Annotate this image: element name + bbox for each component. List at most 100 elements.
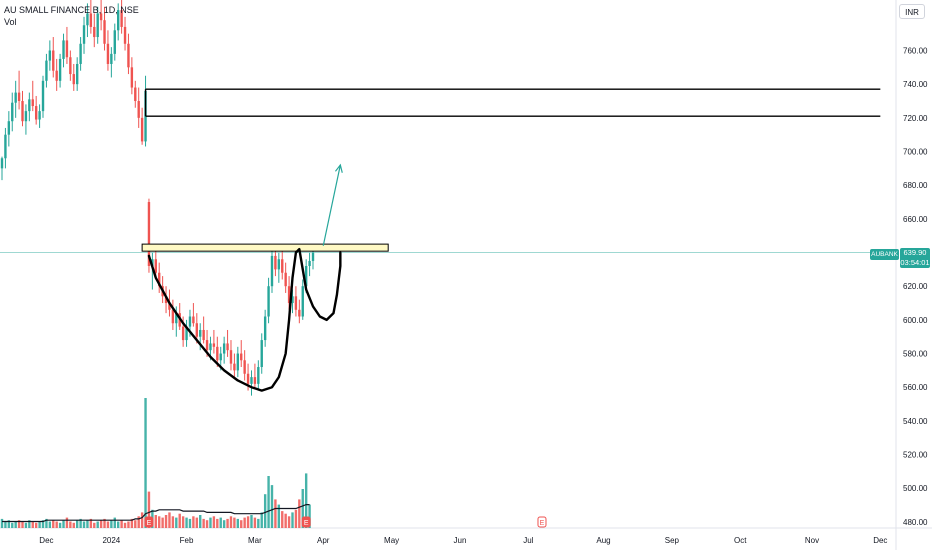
volume-bar <box>41 520 45 528</box>
candle-body <box>123 26 127 44</box>
volume-bar <box>291 512 294 528</box>
volume-bar <box>168 512 171 528</box>
volume-bar <box>287 516 291 528</box>
candle-body <box>226 343 229 351</box>
volume-bar <box>62 520 65 528</box>
y-tick-label: 520.00 <box>903 451 928 460</box>
volume-bar <box>127 521 130 528</box>
volume-bar <box>181 516 185 528</box>
chart-header: AU SMALL FINANCE B, 1D, NSE Vol <box>4 4 139 28</box>
volume-bar <box>267 476 270 528</box>
candle-body <box>24 111 28 122</box>
volume-bar <box>263 494 267 528</box>
volume-bar <box>212 516 216 528</box>
candle-body <box>41 80 45 112</box>
candle-body <box>99 13 103 21</box>
candle-body <box>199 329 202 337</box>
breakout-arrow-head <box>334 163 343 173</box>
volume-bar <box>4 521 7 528</box>
candle-body <box>287 286 291 304</box>
volume-bar <box>58 522 62 528</box>
volume-bar <box>45 518 48 528</box>
candle-body <box>240 353 243 361</box>
volume-bar <box>82 521 86 528</box>
earnings-marker-box <box>537 516 547 528</box>
earnings-marker-box <box>144 516 154 528</box>
earnings-marker[interactable]: E <box>537 516 547 528</box>
candle-body <box>11 102 14 122</box>
candle-body <box>158 272 161 287</box>
volume-bar <box>31 521 34 528</box>
volume-bar <box>240 520 243 528</box>
candle-body <box>253 377 257 384</box>
candle-body <box>216 346 219 361</box>
candle-body <box>267 286 270 317</box>
volume-bar <box>216 518 219 528</box>
symbol-title[interactable]: AU SMALL FINANCE B, 1D, NSE <box>4 5 139 15</box>
bar-countdown: 03:54:01 <box>900 258 930 267</box>
volume-bar <box>171 516 175 528</box>
volume-label[interactable]: Vol <box>4 17 17 27</box>
volume-bar <box>147 491 151 528</box>
volume-bar <box>253 517 257 528</box>
candle-body <box>250 377 253 384</box>
volume-bar <box>185 517 188 528</box>
earnings-marker[interactable]: E <box>144 516 154 528</box>
candle-body <box>185 326 188 341</box>
candle-body <box>243 360 246 374</box>
volume-bar <box>110 520 113 528</box>
volume-bar <box>304 473 308 528</box>
volume-bar <box>65 517 69 528</box>
candle-body <box>14 92 17 103</box>
currency-button[interactable]: INR <box>899 4 925 19</box>
volume-bar <box>164 515 168 528</box>
volume-bar <box>205 520 209 528</box>
volume-bar <box>24 522 28 528</box>
candle-body <box>117 10 120 31</box>
x-tick-label: 2024 <box>102 536 120 545</box>
candle-body <box>304 266 308 287</box>
volume-bar <box>103 518 106 528</box>
y-tick-label: 600.00 <box>903 316 928 325</box>
candle-body <box>4 134 7 159</box>
candle-body <box>75 63 79 85</box>
y-tick-label: 560.00 <box>903 383 928 392</box>
x-tick-label: May <box>384 536 399 545</box>
volume-bar <box>257 518 260 528</box>
volume-bar <box>301 489 304 528</box>
x-tick-label: Apr <box>317 536 330 545</box>
volume-bar <box>188 518 192 528</box>
y-tick-label: 580.00 <box>903 350 928 359</box>
candle-body <box>263 316 267 341</box>
volume-bar <box>137 516 140 528</box>
earnings-marker[interactable]: E <box>301 516 311 528</box>
volume-bar <box>233 517 236 528</box>
x-tick-label: Jun <box>454 536 467 545</box>
candle-body <box>147 202 151 266</box>
candle-body <box>164 296 168 304</box>
candle-body <box>86 13 89 26</box>
candle-body <box>298 309 301 317</box>
candle-body <box>140 117 144 142</box>
earnings-marker-label: E <box>540 520 545 527</box>
candle-body <box>89 13 93 27</box>
candle-body <box>209 343 212 351</box>
candle-body <box>96 13 99 38</box>
last-price-value: 639.90 <box>903 248 927 257</box>
y-tick-label: 720.00 <box>903 114 928 123</box>
volume-bar <box>134 520 137 528</box>
candle-body <box>270 255 274 287</box>
volume-bar <box>38 521 41 528</box>
x-tick-label: Feb <box>180 536 194 545</box>
volume-bar <box>246 516 250 528</box>
volume-bar <box>144 398 147 528</box>
candle-body <box>103 20 106 44</box>
volume-bar <box>226 518 229 528</box>
y-tick-label: 700.00 <box>903 148 928 157</box>
candle-body <box>301 286 304 317</box>
breakout-arrow <box>322 164 341 246</box>
volume-bar <box>86 520 89 528</box>
candle-body <box>58 58 62 81</box>
candle-body <box>134 87 137 102</box>
